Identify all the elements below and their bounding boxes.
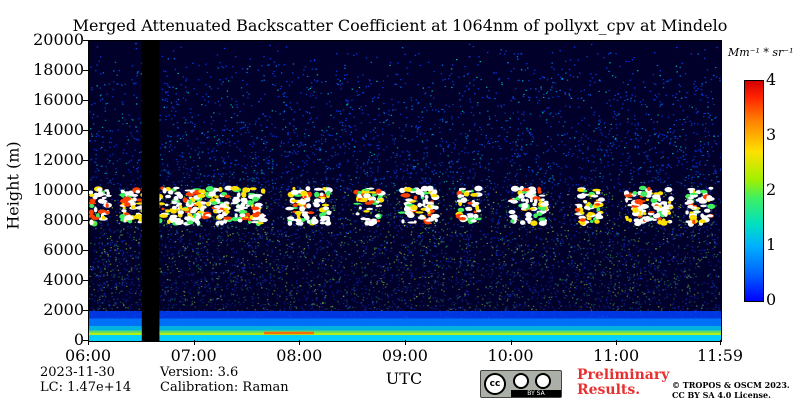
x-tick-label: 06:00	[64, 346, 112, 365]
copyright-line1: © TROPOS & OSCM 2023.	[672, 380, 790, 390]
y-axis-label: Height (m)	[3, 141, 23, 230]
colorbar-units: Mm⁻¹ * sr⁻¹	[728, 46, 794, 59]
y-tick-mark	[83, 340, 88, 341]
x-tick-mark	[720, 340, 721, 345]
calibration-label: Calibration: Raman	[160, 380, 289, 395]
x-tick-mark	[510, 340, 512, 345]
x-tick-mark	[88, 340, 89, 345]
y-tick-mark	[83, 220, 88, 221]
by-icon	[513, 373, 529, 389]
y-tick-label: 12000	[33, 150, 84, 169]
x-tick-mark	[404, 340, 406, 345]
date-label: 2023-11-30	[40, 365, 115, 380]
y-tick-mark	[83, 160, 88, 161]
y-tick-label: 4000	[43, 270, 84, 289]
copyright-line2: CC BY SA 4.0 License.	[672, 390, 771, 400]
y-tick-mark	[83, 40, 88, 41]
y-tick-label: 6000	[43, 240, 84, 259]
y-tick-label: 10000	[33, 180, 84, 199]
colorbar-tick-label: 4	[766, 70, 777, 89]
cc-strip-label: BY SA	[511, 390, 561, 397]
sa-icon	[535, 373, 551, 389]
colorbar-tick-label: 2	[766, 180, 777, 199]
cc-license-logo: cc BY SA	[480, 370, 562, 398]
x-tick-label: 11:59	[696, 346, 744, 365]
preliminary-line2: Results.	[577, 382, 641, 398]
y-tick-label: 0	[73, 330, 84, 349]
near-ground-band	[89, 335, 721, 341]
y-tick-label: 2000	[43, 300, 84, 319]
boundary-layer-peak	[89, 332, 721, 335]
copyright-notice: © TROPOS & OSCM 2023. CC BY SA 4.0 Licen…	[672, 380, 790, 400]
x-axis-label: UTC	[385, 369, 423, 388]
lidar-constant-label: LC: 1.47e+14	[40, 380, 132, 395]
y-tick-mark	[83, 280, 88, 281]
y-tick-label: 16000	[33, 90, 84, 109]
y-tick-label: 20000	[33, 30, 84, 49]
colorbar-tick-label: 3	[766, 125, 777, 144]
aerosol-layer-mid	[89, 318, 721, 326]
y-tick-mark	[83, 130, 88, 131]
y-tick-label: 14000	[33, 120, 84, 139]
y-tick-mark	[83, 250, 88, 251]
colorbar	[744, 80, 764, 302]
version-label: Version: 3.6	[160, 365, 239, 380]
y-tick-label: 18000	[33, 60, 84, 79]
x-tick-label: 10:00	[487, 346, 534, 365]
x-tick-label: 09:00	[381, 346, 428, 365]
y-tick-mark	[83, 70, 88, 71]
y-tick-label: 8000	[43, 210, 84, 229]
cloud-layer	[89, 185, 716, 227]
y-tick-mark	[83, 100, 88, 101]
colorbar-tick-label: 1	[766, 235, 777, 254]
heatmap-canvas	[89, 41, 721, 341]
x-tick-mark	[193, 340, 195, 345]
cc-icon: cc	[484, 373, 506, 395]
plot-area	[88, 40, 722, 342]
x-tick-label: 08:00	[276, 346, 323, 365]
preliminary-line1: Preliminary	[577, 367, 670, 383]
y-tick-mark	[83, 190, 88, 191]
chart-title: Merged Attenuated Backscatter Coefficien…	[72, 16, 728, 35]
x-tick-mark	[299, 340, 301, 345]
boundary-layer-max	[264, 331, 314, 335]
x-tick-label: 11:00	[593, 346, 640, 365]
preliminary-notice: Preliminary Results.	[577, 368, 669, 398]
x-tick-label: 07:00	[170, 346, 217, 365]
x-tick-mark	[616, 340, 618, 345]
colorbar-tick-label: 0	[766, 290, 777, 309]
no-data-gap	[141, 41, 160, 341]
y-tick-mark	[83, 310, 88, 311]
